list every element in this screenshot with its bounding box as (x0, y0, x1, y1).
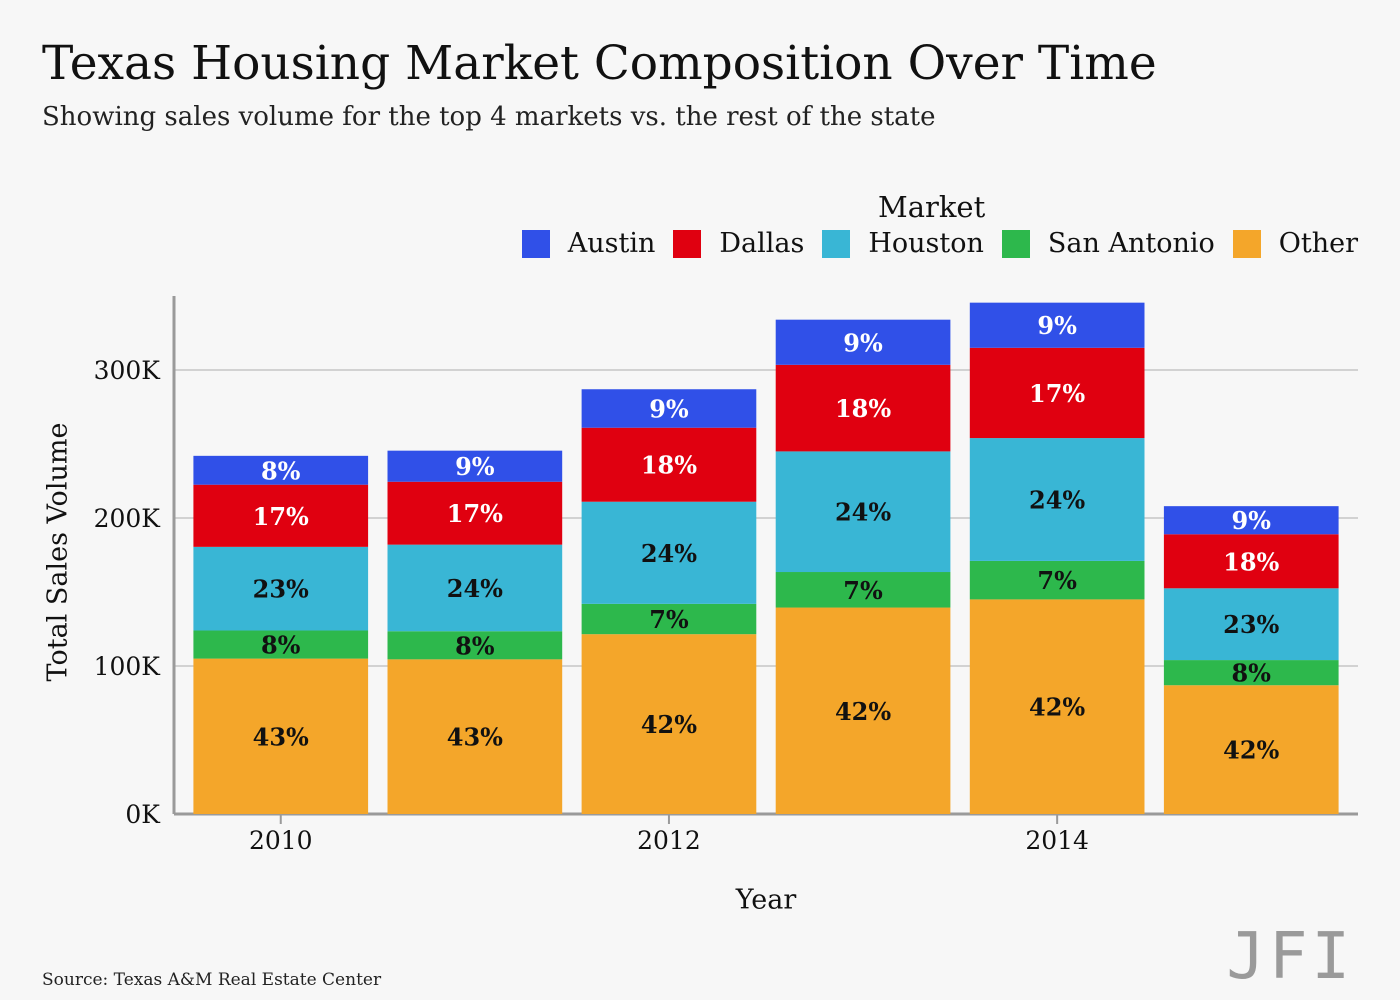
legend-title: Market (878, 190, 986, 224)
x-tick-label: 2010 (249, 826, 313, 855)
data-label-houston: 24% (1029, 486, 1085, 515)
bar-segment-austin (193, 455, 369, 485)
y-tick-label: 0K (125, 800, 161, 829)
chart-subtitle: Showing sales volume for the top 4 marke… (42, 102, 936, 132)
legend-swatch-san-antonio (1001, 229, 1030, 258)
data-label-dallas: 18% (641, 451, 697, 480)
bar-segment-san-antonio (193, 630, 369, 659)
legend-swatch-other (1232, 229, 1261, 258)
bar-segment-san-antonio (775, 572, 951, 608)
bar-segment-other (193, 658, 369, 814)
bar-segment-austin (387, 450, 563, 482)
bar-segment-dallas (193, 484, 369, 547)
bar-segment-other (1163, 685, 1339, 814)
legend-item-san-antonio: San Antonio (1001, 228, 1215, 259)
bar-segment-houston (969, 438, 1145, 561)
bar-segment-dallas (1163, 534, 1339, 589)
bar-segment-san-antonio (581, 603, 757, 635)
legend-item-other: Other (1232, 228, 1358, 259)
x-axis-title: Year (735, 884, 797, 916)
bar-segment-austin (969, 302, 1145, 348)
legend-swatch-austin (521, 229, 550, 258)
data-label-houston: 23% (1223, 610, 1279, 639)
data-label-other: 43% (447, 723, 503, 752)
bar-segment-austin (581, 389, 757, 428)
bar-segment-dallas (581, 427, 757, 502)
brand-logo: JFI (1226, 920, 1354, 994)
bar-segment-san-antonio (969, 560, 1145, 600)
data-label-austin: 9% (843, 328, 883, 357)
bar-segment-san-antonio (1163, 660, 1339, 686)
legend-label-austin: Austin (567, 228, 656, 259)
data-label-austin: 9% (1037, 311, 1077, 340)
bar-segment-dallas (387, 481, 563, 545)
legend: Austin Dallas Houston San Antonio Other (521, 228, 1358, 259)
bar-segment-houston (1163, 588, 1339, 661)
data-label-san-antonio: 7% (1037, 566, 1077, 595)
data-label-austin: 9% (455, 452, 495, 481)
legend-label-san-antonio: San Antonio (1047, 228, 1215, 259)
bar-segment-houston (775, 451, 951, 573)
data-label-houston: 24% (641, 539, 697, 568)
bar-segment-san-antonio (387, 631, 563, 660)
data-label-san-antonio: 8% (261, 631, 301, 660)
legend-swatch-dallas (673, 229, 702, 258)
bar-segment-houston (387, 544, 563, 632)
data-label-austin: 9% (649, 394, 689, 423)
data-label-other: 43% (253, 722, 309, 751)
data-label-dallas: 17% (447, 499, 503, 528)
bar-segment-dallas (969, 347, 1145, 439)
data-label-austin: 8% (261, 456, 301, 485)
bar-segment-other (581, 634, 757, 814)
x-tick-label: 2014 (1025, 826, 1089, 855)
y-tick-label: 300K (94, 356, 162, 385)
data-label-houston: 23% (253, 575, 309, 604)
bar-segment-other (969, 599, 1145, 814)
data-label-houston: 24% (447, 574, 503, 603)
data-label-dallas: 18% (1223, 547, 1279, 576)
legend-label-dallas: Dallas (719, 228, 805, 259)
chart-title: Texas Housing Market Composition Over Ti… (42, 36, 1157, 91)
bar-segment-dallas (775, 364, 951, 452)
bar-segment-austin (1163, 506, 1339, 535)
x-tick-label: 2012 (637, 826, 701, 855)
data-label-dallas: 17% (1029, 379, 1085, 408)
data-label-san-antonio: 8% (455, 631, 495, 660)
data-label-austin: 9% (1231, 506, 1271, 535)
data-label-houston: 24% (835, 498, 891, 527)
data-label-san-antonio: 7% (649, 605, 689, 634)
data-label-other: 42% (1029, 693, 1085, 722)
data-label-other: 42% (835, 697, 891, 726)
legend-item-houston: Houston (822, 228, 984, 259)
legend-item-dallas: Dallas (673, 228, 804, 259)
data-label-san-antonio: 7% (843, 576, 883, 605)
data-label-dallas: 17% (253, 502, 309, 531)
bar-segment-houston (193, 546, 369, 631)
y-axis-title: Total Sales Volume (42, 422, 74, 682)
legend-label-houston: Houston (868, 228, 984, 259)
bar-segment-austin (775, 319, 951, 365)
y-tick-label: 100K (94, 652, 162, 681)
legend-label-other: Other (1278, 228, 1358, 259)
y-tick-label: 200K (94, 504, 162, 533)
data-label-dallas: 18% (835, 394, 891, 423)
bar-segment-other (775, 607, 951, 814)
bar-segment-houston (581, 501, 757, 604)
legend-swatch-houston (822, 229, 851, 258)
legend-item-austin: Austin (521, 228, 656, 259)
source-note: Source: Texas A&M Real Estate Center (42, 970, 382, 990)
data-label-san-antonio: 8% (1231, 659, 1271, 688)
data-label-other: 42% (641, 710, 697, 739)
bar-segment-other (387, 659, 563, 814)
data-label-other: 42% (1223, 736, 1279, 765)
